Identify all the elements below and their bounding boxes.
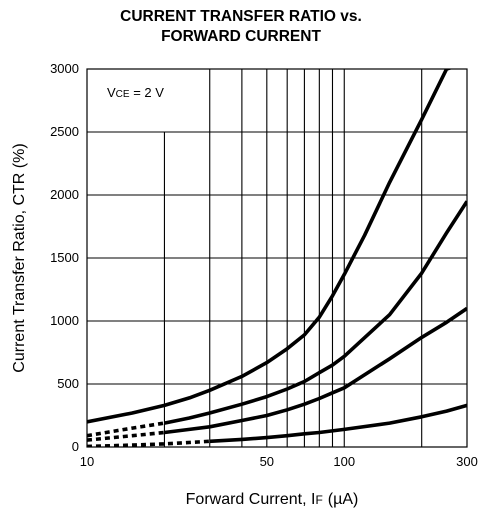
curves	[87, 69, 467, 447]
chart-title-line-2: FORWARD CURRENT	[161, 28, 321, 45]
curve-4	[209, 403, 467, 444]
x-axis-label-subscript: F	[315, 493, 322, 507]
x-tick-label: 50	[260, 454, 274, 469]
y-tick-label: 500	[57, 376, 79, 391]
curve-1	[87, 69, 453, 424]
gridlines	[87, 69, 467, 447]
y-tick-label: 0	[72, 439, 79, 454]
x-axis-label: Forward Current, IF (µA)	[186, 491, 359, 508]
y-tick-label: 2000	[50, 187, 79, 202]
x-tick-label: 100	[333, 454, 355, 469]
vce-annotation: VCE = 2 V	[107, 85, 164, 100]
x-axis-label-unit: (µA)	[328, 491, 359, 508]
y-tick-labels: 0 500 1000 1500 2000 2500 3000	[50, 61, 79, 454]
curve-2	[164, 200, 467, 425]
y-tick-label: 2500	[50, 124, 79, 139]
x-tick-label: 300	[456, 454, 478, 469]
y-tick-label: 3000	[50, 61, 79, 76]
vce-subscript: CE	[116, 89, 130, 100]
curve-2-dashed	[87, 421, 165, 438]
curve-3	[164, 306, 467, 435]
curve-4-dashed	[87, 439, 210, 447]
y-tick-label: 1500	[50, 250, 79, 265]
curve-3-dashed	[87, 430, 165, 442]
vce-prefix: V	[107, 85, 116, 100]
x-tick-label: 10	[80, 454, 94, 469]
y-tick-label: 1000	[50, 313, 79, 328]
x-axis-label-main: Forward Current, I	[186, 491, 316, 508]
plot-frame	[86, 68, 468, 448]
chart-title-line-1: CURRENT TRANSFER RATIO vs.	[120, 8, 362, 25]
x-tick-labels: 10 50 100 300	[80, 454, 478, 469]
y-axis-label: Current Transfer Ratio, CTR (%)	[11, 143, 28, 372]
vce-suffix: = 2 V	[130, 85, 165, 100]
